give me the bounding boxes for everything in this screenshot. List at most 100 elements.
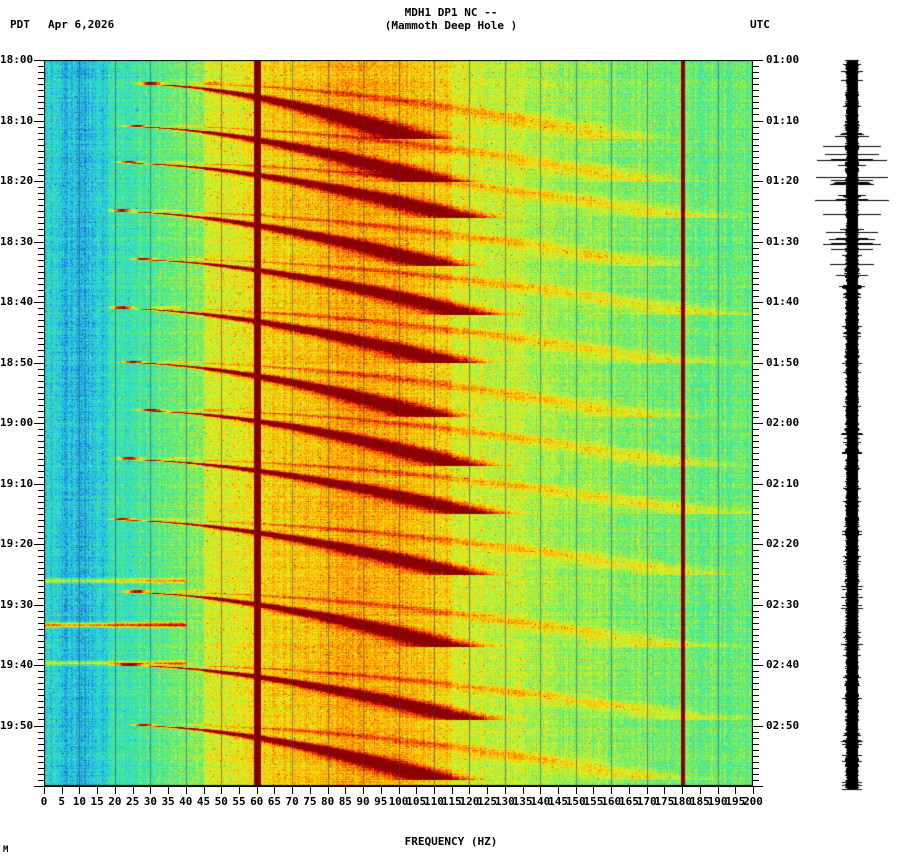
frequency-tick <box>540 786 541 794</box>
minor-time-tick <box>753 356 759 357</box>
frequency-tick <box>505 786 506 794</box>
frequency-tick-label: 130 <box>494 795 515 808</box>
minor-time-tick <box>753 514 759 515</box>
minor-time-tick <box>38 441 44 442</box>
minor-time-tick <box>38 338 44 339</box>
frequency-tick-label: 100 <box>388 795 409 808</box>
helicorder-trace <box>812 58 900 792</box>
minor-time-tick <box>753 774 759 775</box>
minor-time-tick <box>753 266 759 267</box>
minor-time-tick <box>38 350 44 351</box>
date-label: Apr 6,2026 <box>48 18 115 31</box>
minor-time-tick <box>38 635 44 636</box>
minor-time-tick <box>753 429 759 430</box>
frequency-tick <box>629 786 630 794</box>
time-tick-label: 01:10 <box>766 113 800 127</box>
time-tick-label: 18:00 <box>0 53 34 66</box>
minor-time-tick <box>38 568 44 569</box>
frequency-tick <box>718 786 719 794</box>
minor-time-tick <box>38 393 44 394</box>
frequency-tick <box>487 786 488 794</box>
frequency-tick-label: 40 <box>179 795 193 808</box>
minor-time-tick <box>38 629 44 630</box>
minor-time-tick <box>38 435 44 436</box>
minor-time-tick <box>753 254 759 255</box>
frequency-tick-label: 165 <box>618 795 639 808</box>
major-time-tick <box>753 726 763 727</box>
major-time-tick <box>753 786 763 787</box>
frequency-tick-label: 30 <box>143 795 157 808</box>
time-tick-label: 19:50 <box>0 718 34 732</box>
minor-time-tick <box>38 187 44 188</box>
frequency-tick <box>735 786 736 794</box>
time-tick-label: 19:10 <box>0 476 34 490</box>
major-time-tick <box>34 302 44 303</box>
minor-time-tick <box>753 229 759 230</box>
minor-time-tick <box>753 66 759 67</box>
minor-time-tick <box>38 320 44 321</box>
minor-time-tick <box>753 375 759 376</box>
time-tick-label: 01:30 <box>766 234 800 248</box>
minor-time-tick <box>753 169 759 170</box>
frequency-axis-label: FREQUENCY (HZ) <box>404 835 498 848</box>
frequency-tick-label: 55 <box>232 795 246 808</box>
time-tick-label: 19:30 <box>0 597 34 611</box>
minor-time-tick <box>753 713 759 714</box>
minor-time-tick <box>38 387 44 388</box>
frequency-tick <box>221 786 222 794</box>
major-time-tick <box>753 121 763 122</box>
frequency-tick-label: 10 <box>72 795 87 808</box>
minor-time-tick <box>38 193 44 194</box>
major-time-tick <box>34 60 44 61</box>
minor-time-tick <box>38 750 44 751</box>
frequency-tick <box>257 786 258 794</box>
major-time-tick <box>34 121 44 122</box>
minor-time-tick <box>753 90 759 91</box>
minor-time-tick <box>753 459 759 460</box>
minor-time-tick <box>38 490 44 491</box>
frequency-tick-label: 80 <box>320 795 335 808</box>
minor-time-tick <box>753 683 759 684</box>
minor-time-tick <box>753 580 759 581</box>
minor-time-tick <box>753 399 759 400</box>
minor-time-tick <box>753 453 759 454</box>
minor-time-tick <box>38 617 44 618</box>
minor-time-tick <box>753 163 759 164</box>
time-tick-label: 19:00 <box>0 416 34 429</box>
frequency-tick <box>310 786 311 794</box>
minor-time-tick <box>753 193 759 194</box>
frequency-tick-label: 60 <box>250 795 264 808</box>
minor-time-tick <box>38 290 44 291</box>
time-tick-label: 01:20 <box>766 174 800 187</box>
minor-time-tick <box>753 780 759 781</box>
time-tick-label: 02:40 <box>766 658 800 671</box>
minor-time-tick <box>38 133 44 134</box>
minor-time-tick <box>753 102 759 103</box>
spectrogram-plot[interactable] <box>44 60 753 786</box>
minor-time-tick <box>38 647 44 648</box>
corner-artifact-glyph: M <box>3 845 9 855</box>
frequency-tick-label: 35 <box>161 795 175 808</box>
frequency-tick-label: 20 <box>108 795 122 808</box>
minor-time-tick <box>38 671 44 672</box>
frequency-tick-label: 155 <box>583 795 604 808</box>
frequency-tick <box>62 786 63 794</box>
minor-time-tick <box>38 102 44 103</box>
minor-time-tick <box>753 127 759 128</box>
frequency-tick <box>558 786 559 794</box>
minor-time-tick <box>38 459 44 460</box>
frequency-tick-label: 65 <box>267 795 282 808</box>
major-time-tick <box>34 484 44 485</box>
minor-time-tick <box>38 272 44 273</box>
minor-time-tick <box>38 72 44 73</box>
frequency-tick-label: 110 <box>424 795 444 808</box>
minor-time-tick <box>753 187 759 188</box>
frequency-tick <box>186 786 187 794</box>
minor-time-tick <box>38 369 44 370</box>
minor-time-tick <box>38 611 44 612</box>
time-tick-label: 02:20 <box>766 537 800 550</box>
page-title: MDH1 DP1 NC -- <box>404 6 498 19</box>
minor-time-tick <box>38 768 44 769</box>
time-tick-label: 18:30 <box>0 234 34 248</box>
